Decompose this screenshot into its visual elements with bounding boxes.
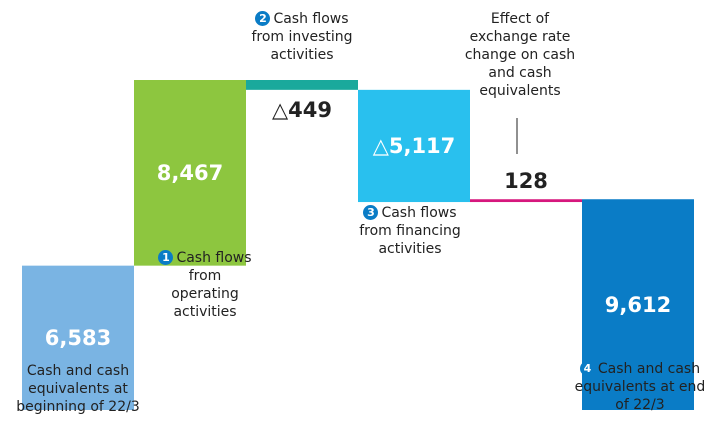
bar [582,199,694,410]
category-label: 4 Cash and cash equivalents at end of 22/… [573,360,708,414]
value-label: 6,583 [44,325,112,350]
value-label: 8,467 [156,160,224,185]
step-badge: 1 [158,250,174,265]
category-label: 3 Cash flows from financing activities [345,204,475,258]
category-text: Effect of exchange rate change on cash a… [464,11,576,99]
category-label: Effect of exchange rate change on cash a… [460,10,580,100]
category-label: 2 Cash flows from investing activities [237,10,367,64]
category-text: Cash flows from investing activities [251,11,353,63]
step-badge: 3 [363,205,379,220]
category-label: Cash and cash equivalents at beginning o… [8,362,148,416]
step-badge: 2 [255,11,271,26]
category-text: Cash and cash equivalents at beginning o… [16,363,140,415]
value-label: 128 [504,169,548,194]
bar [358,89,470,203]
category-text: Cash flows from operating activities [171,250,252,320]
value-label: △5,117 [372,133,456,158]
category-label: 1 Cash flows from operating activities [155,249,255,321]
category-text: Cash and cash equivalents at end of 22/3 [574,361,706,413]
category-text: Cash flows from financing activities [359,205,461,257]
step-badge: 4 [579,361,595,376]
value-label: △449 [272,97,332,122]
bar [22,265,134,410]
value-label: 9,612 [604,292,672,317]
bar [470,199,582,203]
bar [134,80,246,266]
bar [246,80,358,90]
